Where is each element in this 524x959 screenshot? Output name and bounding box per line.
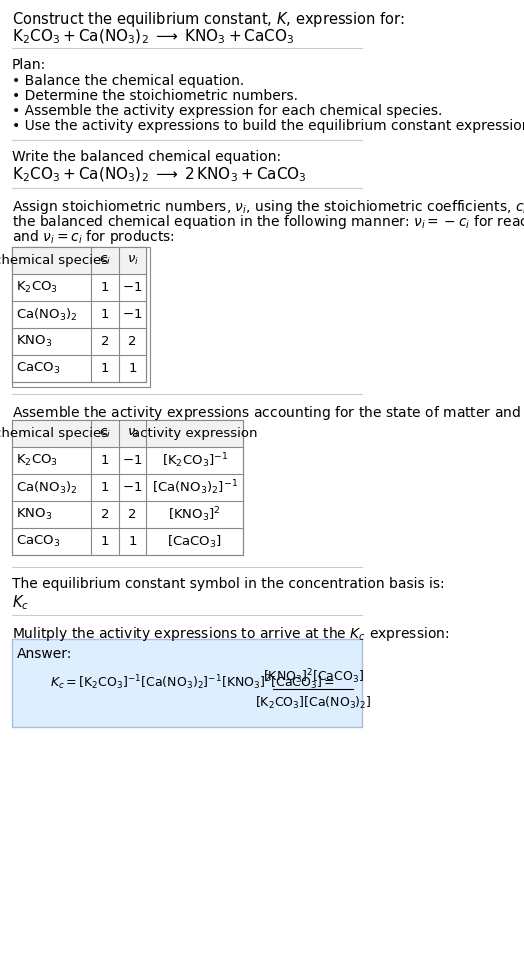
- Text: $c_i$: $c_i$: [99, 254, 111, 267]
- Text: chemical species: chemical species: [0, 254, 108, 267]
- Text: 1: 1: [101, 308, 109, 321]
- Text: Plan:: Plan:: [12, 58, 46, 72]
- Text: $[\mathrm{K_2CO_3}][\mathrm{Ca(NO_3)_2}]$: $[\mathrm{K_2CO_3}][\mathrm{Ca(NO_3)_2}]…: [255, 695, 372, 711]
- Text: Write the balanced chemical equation:: Write the balanced chemical equation:: [12, 150, 281, 164]
- Text: $[\mathrm{CaCO_3}]$: $[\mathrm{CaCO_3}]$: [167, 533, 222, 550]
- Text: 1: 1: [128, 535, 137, 548]
- Bar: [12, 420, 243, 555]
- Text: $\nu_i$: $\nu_i$: [127, 254, 138, 267]
- Text: 2: 2: [101, 335, 109, 348]
- Text: $\mathrm{K_2CO_3}$: $\mathrm{K_2CO_3}$: [16, 453, 58, 468]
- Text: 2: 2: [101, 508, 109, 521]
- Text: $\mathrm{CaCO_3}$: $\mathrm{CaCO_3}$: [16, 534, 60, 550]
- Text: activity expression: activity expression: [132, 427, 257, 440]
- Text: and $\nu_i = c_i$ for products:: and $\nu_i = c_i$ for products:: [12, 228, 174, 246]
- Text: 2: 2: [128, 508, 137, 521]
- Text: $-1$: $-1$: [123, 454, 143, 467]
- Bar: [12, 247, 146, 274]
- Text: 1: 1: [101, 362, 109, 375]
- Text: • Assemble the activity expression for each chemical species.: • Assemble the activity expression for e…: [12, 104, 442, 118]
- FancyBboxPatch shape: [12, 247, 150, 387]
- Bar: [12, 247, 146, 382]
- Text: 1: 1: [101, 281, 109, 294]
- Text: $\mathrm{Ca(NO_3)_2}$: $\mathrm{Ca(NO_3)_2}$: [16, 480, 78, 496]
- Text: $\nu_i$: $\nu_i$: [127, 427, 138, 440]
- Text: • Determine the stoichiometric numbers.: • Determine the stoichiometric numbers.: [12, 89, 298, 103]
- Text: $[\mathrm{Ca(NO_3)_2}]^{-1}$: $[\mathrm{Ca(NO_3)_2}]^{-1}$: [151, 479, 238, 497]
- Text: $-1$: $-1$: [123, 481, 143, 494]
- Text: chemical species: chemical species: [0, 427, 108, 440]
- Text: $\mathrm{KNO_3}$: $\mathrm{KNO_3}$: [16, 507, 52, 522]
- Text: $-1$: $-1$: [123, 308, 143, 321]
- Text: $\mathrm{KNO_3}$: $\mathrm{KNO_3}$: [16, 334, 52, 349]
- Text: $-1$: $-1$: [123, 281, 143, 294]
- Text: The equilibrium constant symbol in the concentration basis is:: The equilibrium constant symbol in the c…: [12, 577, 444, 591]
- Bar: [12, 420, 243, 447]
- Text: $\mathrm{K_2CO_3 + Ca(NO_3)_2 \;\longrightarrow\; 2\,KNO_3 + CaCO_3}$: $\mathrm{K_2CO_3 + Ca(NO_3)_2 \;\longrig…: [12, 166, 307, 184]
- Text: the balanced chemical equation in the following manner: $\nu_i = -c_i$ for react: the balanced chemical equation in the fo…: [12, 213, 524, 231]
- Text: 1: 1: [101, 454, 109, 467]
- Text: Answer:: Answer:: [17, 647, 73, 661]
- Text: • Balance the chemical equation.: • Balance the chemical equation.: [12, 74, 244, 88]
- Text: $\mathrm{Ca(NO_3)_2}$: $\mathrm{Ca(NO_3)_2}$: [16, 307, 78, 322]
- Text: Construct the equilibrium constant, $K$, expression for:: Construct the equilibrium constant, $K$,…: [12, 10, 405, 29]
- Text: $\mathrm{CaCO_3}$: $\mathrm{CaCO_3}$: [16, 361, 60, 376]
- Text: $K_c$: $K_c$: [12, 593, 29, 612]
- Text: $[\mathrm{KNO_3}]^{2}[\mathrm{CaCO_3}]$: $[\mathrm{KNO_3}]^{2}[\mathrm{CaCO_3}]$: [263, 667, 364, 687]
- Text: Mulitply the activity expressions to arrive at the $K_c$ expression:: Mulitply the activity expressions to arr…: [12, 625, 449, 643]
- Text: Assemble the activity expressions accounting for the state of matter and $\nu_i$: Assemble the activity expressions accoun…: [12, 404, 524, 422]
- Text: • Use the activity expressions to build the equilibrium constant expression.: • Use the activity expressions to build …: [12, 119, 524, 133]
- Text: $[\mathrm{K_2CO_3}]^{-1}$: $[\mathrm{K_2CO_3}]^{-1}$: [161, 451, 228, 470]
- Text: 2: 2: [128, 335, 137, 348]
- Text: 1: 1: [128, 362, 137, 375]
- Text: $\mathrm{K_2CO_3 + Ca(NO_3)_2 \;\longrightarrow\; KNO_3 + CaCO_3}$: $\mathrm{K_2CO_3 + Ca(NO_3)_2 \;\longrig…: [12, 28, 294, 46]
- Text: $\mathrm{K_2CO_3}$: $\mathrm{K_2CO_3}$: [16, 280, 58, 295]
- FancyBboxPatch shape: [12, 639, 363, 727]
- Text: $K_c = [\mathrm{K_2CO_3}]^{-1}[\mathrm{Ca(NO_3)_2}]^{-1}[\mathrm{KNO_3}]^{2}[\ma: $K_c = [\mathrm{K_2CO_3}]^{-1}[\mathrm{C…: [50, 673, 335, 692]
- Text: $[\mathrm{KNO_3}]^{2}$: $[\mathrm{KNO_3}]^{2}$: [168, 505, 221, 524]
- Text: $c_i$: $c_i$: [99, 427, 111, 440]
- Text: 1: 1: [101, 535, 109, 548]
- Text: Assign stoichiometric numbers, $\nu_i$, using the stoichiometric coefficients, $: Assign stoichiometric numbers, $\nu_i$, …: [12, 198, 524, 216]
- Text: 1: 1: [101, 481, 109, 494]
